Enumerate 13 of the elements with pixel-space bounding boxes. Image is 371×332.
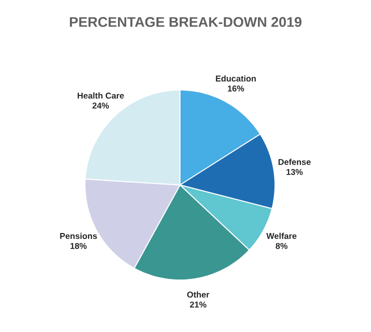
slice-label: Education — [216, 75, 256, 82]
slice-label: Health Care — [78, 92, 124, 99]
slice-label: Other — [187, 291, 210, 298]
data-label: 24% — [92, 102, 109, 109]
slice-label: Welfare — [266, 232, 296, 239]
data-label: 8% — [276, 242, 288, 249]
data-label: 13% — [286, 168, 303, 175]
data-label: 21% — [190, 302, 206, 308]
data-label: 16% — [228, 86, 244, 92]
chart-title: PERCENTAGE BREAK-DOWN 2019 — [70, 17, 302, 27]
slice-label: Pensions — [60, 232, 97, 239]
data-label: 18% — [70, 242, 87, 249]
slice-label: Defense — [278, 158, 311, 165]
